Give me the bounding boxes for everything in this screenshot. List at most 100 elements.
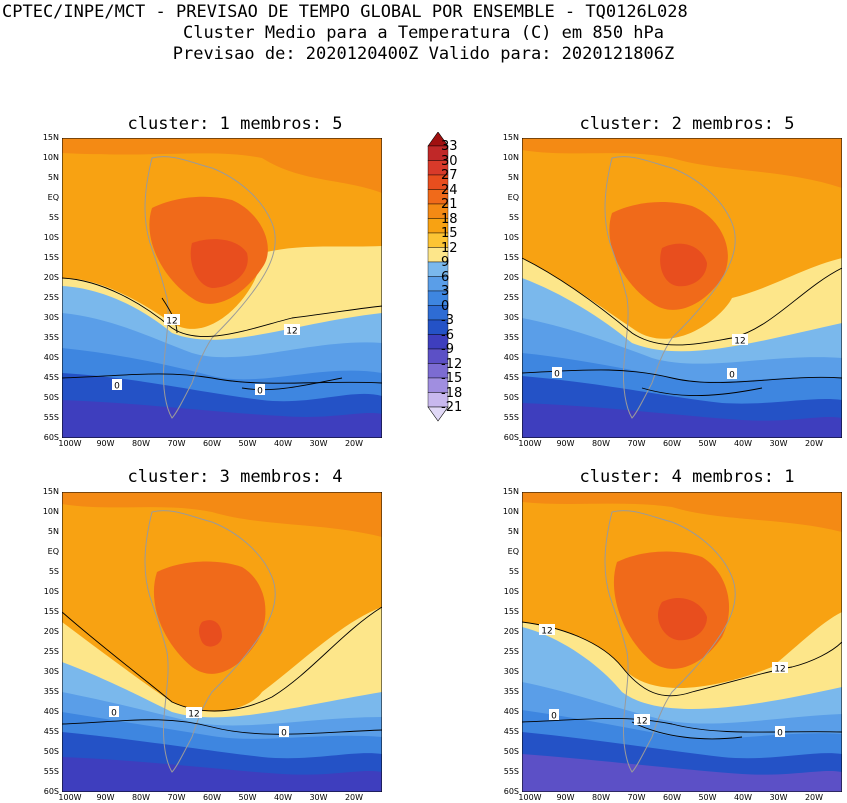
contour-label: 0 [114, 382, 120, 392]
lat-tick-label: 60S [503, 787, 519, 796]
lon-tick-label: 50W [698, 439, 717, 448]
panel-title-1: cluster: 1 membros: 5 [127, 114, 343, 134]
contour-line [62, 277, 382, 337]
colorbar-tick-label: -3 [441, 313, 454, 328]
lat-tick-label: 55S [43, 767, 59, 776]
contour-label-bg [284, 324, 300, 335]
contour-label: 12 [636, 717, 647, 727]
panel-title-2: cluster: 2 membros: 5 [579, 114, 795, 134]
contour-label-bg [255, 384, 265, 395]
contour-label: 0 [257, 387, 263, 397]
chart-title-line-3: Previsao de: 2020120400Z Valido para: 20… [172, 44, 675, 64]
lat-tick-label: 10S [503, 233, 519, 242]
lon-tick-label: 90W [556, 439, 575, 448]
contour-label-bg [732, 334, 748, 345]
colorbar-tick-label: -12 [441, 356, 463, 372]
contour-label: 0 [777, 729, 783, 739]
lon-tick-label: 20W [804, 793, 824, 802]
temperature-band [62, 138, 382, 193]
lat-tick-label: 25S [503, 293, 519, 302]
lon-tick-label: 90W [556, 793, 575, 802]
lon-tick-label: 80W [131, 439, 151, 448]
colorbar [427, 132, 449, 422]
lat-tick-label: 50S [43, 747, 59, 756]
temperature-band [199, 620, 222, 647]
lon-tick-label: 70W [167, 439, 186, 448]
colorbar-tick-label: 30 [441, 153, 458, 169]
lat-tick-label: 30S [503, 667, 519, 676]
colorbar-tick-label: 0 [441, 298, 450, 314]
lat-tick-label: 5N [47, 173, 59, 182]
coastline [604, 510, 736, 773]
lat-tick-label: 25S [503, 647, 519, 656]
lat-tick-label: 5S [48, 213, 59, 222]
contour-line [522, 717, 842, 733]
contour-line [62, 606, 382, 712]
lon-tick-label: 60W [202, 439, 222, 448]
colorbar-tick-label: 15 [441, 226, 458, 241]
contour-label: 12 [166, 317, 177, 327]
lat-tick-label: 30S [43, 667, 59, 676]
lat-tick-label: 10S [503, 587, 519, 596]
lat-tick-label: 15S [43, 607, 59, 616]
lat-tick-label: 15S [43, 253, 59, 262]
lon-tick-label: 90W [96, 439, 115, 448]
contour-line [631, 721, 743, 740]
lon-tick-label: 50W [238, 793, 257, 802]
contour-line [641, 387, 763, 396]
lat-tick-label: 10N [502, 153, 519, 162]
colorbar-tick-label: -6 [441, 327, 454, 343]
lon-tick-label: 20W [804, 439, 824, 448]
colorbar-tick-label: 24 [441, 182, 458, 198]
lat-tick-label: 60S [43, 787, 59, 796]
contour-label-bg [552, 367, 562, 378]
temperature-band [62, 492, 382, 537]
lat-tick-label: 45S [503, 727, 519, 736]
temperature-band [522, 138, 842, 188]
lat-tick-label: 15S [503, 253, 519, 262]
temperature-band [522, 492, 842, 532]
contour-line [241, 377, 343, 391]
temperature-band [62, 400, 382, 438]
lat-tick-label: 20S [43, 627, 59, 636]
contour-label: 12 [541, 627, 552, 637]
lat-tick-label: 25S [43, 647, 59, 656]
lon-tick-label: 40W [733, 439, 753, 448]
lat-tick-label: 40S [43, 353, 59, 362]
lat-tick-label: 10N [42, 507, 59, 516]
lat-tick-label: 50S [43, 393, 59, 402]
lon-tick-label: 100W [58, 439, 82, 448]
lat-tick-label: 40S [43, 707, 59, 716]
contour-label: 12 [286, 327, 297, 337]
lat-tick-label: 40S [503, 353, 519, 362]
contour-label-bg [775, 726, 785, 737]
lon-tick-label: 70W [167, 793, 186, 802]
lon-tick-label: 30W [309, 793, 328, 802]
lat-tick-label: 45S [43, 727, 59, 736]
lat-tick-label: EQ [507, 193, 519, 202]
lat-tick-label: 5N [507, 173, 519, 182]
colorbar-tick-label: 27 [441, 168, 458, 183]
lat-tick-label: 55S [43, 413, 59, 422]
lat-tick-label: 15N [502, 487, 519, 496]
lat-tick-label: 10S [43, 587, 59, 596]
lat-tick-label: 30S [503, 313, 519, 322]
contour-label-bg [109, 706, 119, 717]
colorbar-tick-label: -18 [441, 385, 463, 401]
temperature-band [657, 597, 707, 641]
contour-label-bg [727, 368, 737, 379]
contour-label: 12 [188, 710, 199, 720]
temperature-band [522, 403, 842, 438]
colorbar-tick-label: 12 [441, 240, 458, 256]
lat-tick-label: 10S [43, 233, 59, 242]
lat-tick-label: EQ [47, 193, 59, 202]
temperature-band [153, 561, 266, 674]
contour-label: 0 [281, 729, 287, 739]
lat-tick-label: 5S [508, 213, 519, 222]
lat-tick-label: EQ [507, 547, 519, 556]
lat-tick-label: 35S [43, 687, 59, 696]
lon-tick-label: 100W [58, 793, 82, 802]
lon-tick-label: 80W [591, 793, 611, 802]
lon-tick-label: 90W [96, 793, 115, 802]
chart-title-line-2: Cluster Medio para a Temperatura (C) em … [182, 23, 665, 43]
